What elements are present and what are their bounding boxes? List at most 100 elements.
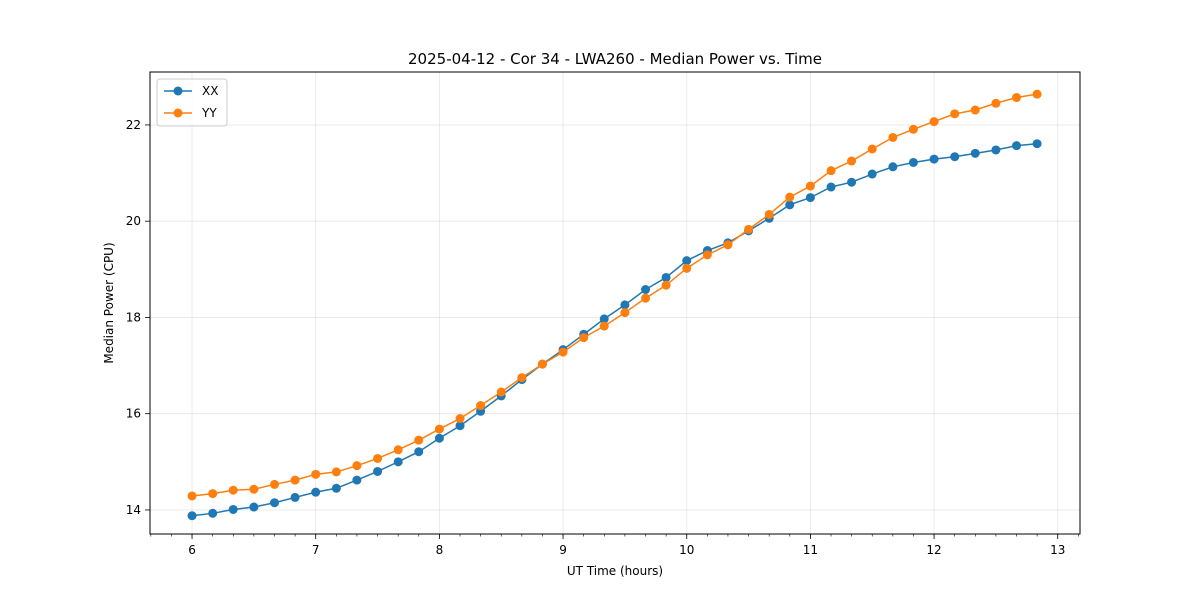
- data-point-yy: [723, 240, 733, 250]
- data-point-yy: [826, 166, 836, 176]
- data-point-xx: [826, 182, 836, 192]
- data-point-yy: [929, 117, 939, 127]
- data-point-yy: [785, 192, 795, 202]
- y-tick-label: 18: [126, 310, 141, 324]
- data-point-xx: [991, 145, 1001, 155]
- data-point-yy: [187, 491, 197, 501]
- data-point-xx: [785, 200, 795, 210]
- data-point-yy: [290, 475, 300, 485]
- data-point-yy: [682, 263, 692, 273]
- data-point-xx: [311, 487, 321, 497]
- data-point-yy: [579, 333, 589, 343]
- data-point-xx: [393, 457, 403, 467]
- legend-label-yy: YY: [201, 106, 217, 120]
- data-point-xx: [1012, 141, 1022, 151]
- x-tick-label: 12: [926, 543, 941, 557]
- data-point-yy: [888, 132, 898, 142]
- data-point-yy: [393, 445, 403, 455]
- data-point-xx: [888, 162, 898, 172]
- data-point-yy: [702, 250, 712, 260]
- data-point-xx: [434, 433, 444, 443]
- legend: XX YY: [156, 78, 228, 127]
- data-point-yy: [950, 109, 960, 119]
- data-point-xx: [331, 483, 341, 493]
- data-point-yy: [558, 347, 568, 357]
- data-point-yy: [476, 401, 486, 411]
- data-point-yy: [414, 435, 424, 445]
- data-point-xx: [187, 511, 197, 521]
- plot-frame: [149, 71, 1081, 535]
- x-tick-label: 11: [803, 543, 818, 557]
- data-point-xx: [970, 148, 980, 158]
- plot-area: [150, 72, 1080, 534]
- data-point-yy: [311, 469, 321, 479]
- data-point-xx: [414, 447, 424, 457]
- data-point-xx: [950, 152, 960, 162]
- grid-lines: [150, 72, 1080, 534]
- data-point-yy: [228, 485, 238, 495]
- data-point-yy: [496, 387, 506, 397]
- y-tick-label: 22: [126, 118, 141, 132]
- data-point-yy: [208, 489, 218, 499]
- x-tick-label: 7: [312, 543, 320, 557]
- data-point-xx: [352, 475, 362, 485]
- data-point-yy: [970, 105, 980, 115]
- data-point-xx: [228, 504, 238, 514]
- data-point-xx: [929, 154, 939, 164]
- data-point-yy: [517, 373, 527, 383]
- series-layer: [187, 89, 1042, 521]
- data-point-yy: [744, 224, 754, 234]
- data-point-xx: [661, 272, 671, 282]
- data-point-yy: [805, 181, 815, 191]
- data-point-yy: [764, 209, 774, 219]
- data-point-yy: [537, 359, 547, 369]
- data-point-xx: [270, 498, 280, 508]
- y-tick-label: 14: [126, 503, 141, 517]
- data-point-yy: [1012, 93, 1022, 103]
- data-point-yy: [249, 484, 259, 494]
- data-point-xx: [1032, 139, 1042, 149]
- x-axis-label: UT Time (hours): [567, 564, 663, 578]
- data-point-yy: [373, 453, 383, 463]
- data-point-xx: [599, 314, 609, 324]
- data-point-yy: [847, 156, 857, 166]
- y-axis-ticks: 14 16 18 20 22: [126, 118, 150, 517]
- data-point-yy: [1032, 89, 1042, 99]
- data-point-yy: [991, 98, 1001, 108]
- data-point-xx: [620, 300, 630, 310]
- x-tick-label: 6: [188, 543, 196, 557]
- data-point-xx: [805, 193, 815, 203]
- series-yy: [187, 89, 1042, 501]
- data-point-xx: [208, 508, 218, 518]
- y-axis-label: Median Power (CPU): [102, 242, 116, 363]
- data-point-xx: [682, 256, 692, 266]
- y-tick-label: 20: [126, 214, 141, 228]
- data-point-xx: [249, 502, 259, 512]
- legend-marker-yy: [173, 108, 183, 118]
- data-point-xx: [641, 285, 651, 295]
- data-point-xx: [455, 421, 465, 431]
- data-point-yy: [867, 144, 877, 154]
- data-point-yy: [620, 308, 630, 318]
- x-tick-label: 9: [559, 543, 567, 557]
- x-tick-label: 13: [1050, 543, 1065, 557]
- data-point-yy: [434, 424, 444, 434]
- data-point-yy: [331, 467, 341, 477]
- x-axis-ticks: 6 7 8 9 10 11 12 13: [150, 534, 1079, 557]
- chart-title: 2025-04-12 - Cor 34 - LWA260 - Median Po…: [408, 50, 822, 68]
- y-tick-label: 16: [126, 407, 141, 421]
- data-point-yy: [455, 414, 465, 423]
- legend-marker-xx: [173, 86, 183, 96]
- data-point-xx: [290, 492, 300, 502]
- x-tick-label: 10: [679, 543, 694, 557]
- data-point-xx: [908, 157, 918, 167]
- data-point-yy: [270, 479, 280, 489]
- legend-label-xx: XX: [202, 84, 218, 98]
- data-point-yy: [641, 293, 651, 303]
- data-point-yy: [599, 321, 609, 331]
- data-point-xx: [847, 177, 857, 187]
- data-point-xx: [867, 169, 877, 179]
- data-point-yy: [661, 280, 671, 290]
- x-tick-label: 8: [436, 543, 444, 557]
